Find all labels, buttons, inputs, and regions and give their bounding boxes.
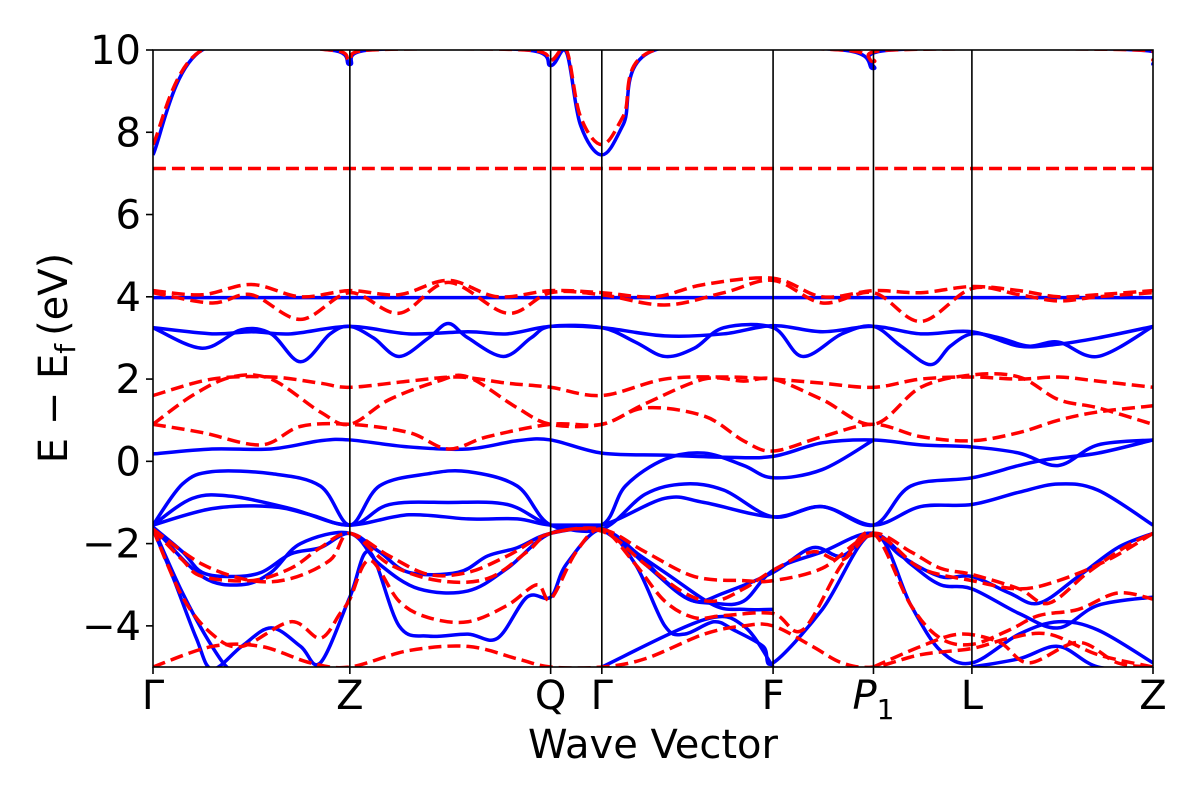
dashed-band-3 <box>153 278 1153 324</box>
y-tick-label: 6 <box>116 193 141 239</box>
plot-frame <box>152 49 1154 668</box>
x-tick-label-main: P <box>852 673 877 719</box>
solid-blue-series <box>153 50 1153 667</box>
kpoint-divider-lines <box>349 50 973 667</box>
x-axis-label: Wave Vector <box>528 722 779 768</box>
y-tick-label: −2 <box>82 522 141 568</box>
solid-band-3 <box>153 323 1153 349</box>
y-axis-label-subscript: f <box>49 343 82 354</box>
dashed-band-10 <box>153 622 1153 667</box>
x-tick-label: Γ <box>142 673 165 719</box>
x-tick-label-main: Γ <box>591 673 614 719</box>
y-axis-label-main: E − E <box>31 354 77 464</box>
x-tick-label: L <box>961 673 984 719</box>
x-tick-label: F <box>762 673 785 719</box>
dashed-band-8 <box>153 526 1153 591</box>
y-tick-label: 10 <box>90 28 141 74</box>
x-tick-label-main: Γ <box>142 673 165 719</box>
dashed-band-0 <box>153 50 1153 147</box>
series-layer <box>153 50 1153 667</box>
y-tick-label: 4 <box>116 275 141 321</box>
solid-band-11 <box>153 527 1153 667</box>
x-tick-label-main: Z <box>336 673 363 719</box>
y-axis-label: E − Ef (eV) <box>31 253 82 464</box>
solid-band-0 <box>153 50 1153 157</box>
x-tick-label-main: Q <box>535 673 566 719</box>
y-tick-label: 8 <box>116 110 141 156</box>
solid-band-5 <box>153 438 875 532</box>
x-tick-label-main: Z <box>1139 673 1166 719</box>
y-tick-label: 2 <box>116 357 141 403</box>
y-axis-ticks: −4 −2 0 2 4 6 8 10 <box>82 28 153 650</box>
y-tick-label: −4 <box>82 604 141 650</box>
x-tick-label: Q <box>535 673 566 719</box>
dashed-band-4 <box>153 374 1153 398</box>
y-tick-label: 0 <box>116 439 141 485</box>
y-axis-label-unit: (eV) <box>31 253 77 336</box>
x-tick-label: P1 <box>852 673 894 726</box>
dashed-band-11 <box>872 632 1153 667</box>
solid-band-2 <box>153 321 1153 367</box>
x-tick-label: Z <box>336 673 363 719</box>
x-tick-label: Z <box>1139 673 1166 719</box>
x-tick-label: Γ <box>591 673 614 719</box>
dashed-band-7 <box>153 526 1153 606</box>
solid-band-4 <box>153 437 1153 468</box>
dashed-band-2 <box>153 276 1153 299</box>
solid-band-12 <box>600 527 774 612</box>
solid-band-7 <box>153 482 1153 530</box>
x-tick-label-main: L <box>961 673 984 719</box>
x-tick-label-main: F <box>762 673 785 719</box>
dashed-band-6 <box>153 404 1153 453</box>
x-axis-ticks: Γ Z Q Γ F P1 L Z <box>142 667 1167 726</box>
solid-band-9 <box>153 524 1153 630</box>
solid-band-15 <box>971 644 1108 667</box>
x-tick-label-subscript: 1 <box>877 693 895 726</box>
solid-band-14 <box>601 614 775 667</box>
